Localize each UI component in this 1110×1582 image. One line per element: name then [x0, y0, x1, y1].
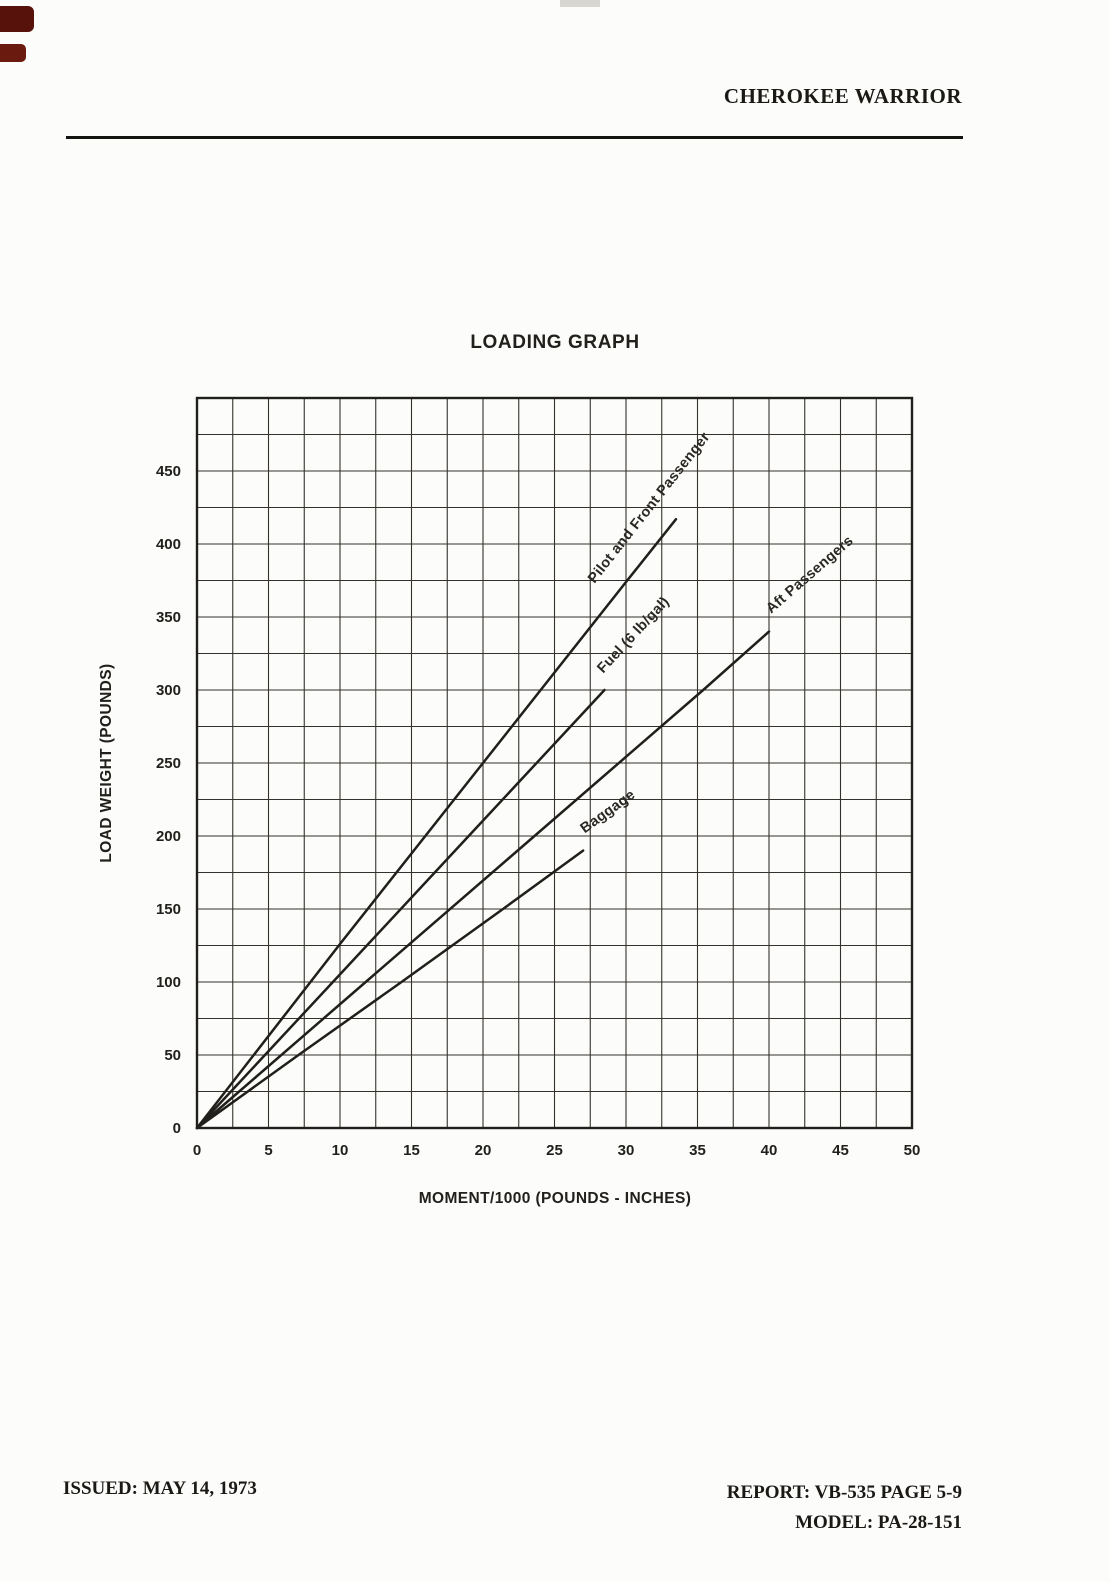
series-line — [195, 630, 771, 1130]
model-number: MODEL: PA-28-151 — [795, 1512, 962, 1533]
series-line — [195, 517, 678, 1130]
y-tick-label: 0 — [173, 1120, 181, 1137]
y-tick-label: 150 — [156, 901, 181, 918]
y-tick-label: 100 — [156, 974, 181, 991]
x-tick-label: 10 — [332, 1142, 349, 1159]
y-tick-label: 400 — [156, 536, 181, 553]
y-tick-label: 350 — [156, 609, 181, 626]
x-tick-label: 5 — [264, 1142, 272, 1159]
series-line — [195, 688, 606, 1130]
header-title: CHEROKEE WARRIOR — [723, 84, 962, 108]
header-rule — [66, 136, 963, 139]
plot-border — [195, 396, 914, 1130]
x-tick-label: 15 — [403, 1142, 420, 1159]
x-axis-label: MOMENT/1000 (POUNDS - INCHES) — [418, 1190, 692, 1207]
series-label: Baggage — [578, 787, 639, 837]
report-number: REPORT: VB-535 PAGE 5-9 — [726, 1482, 962, 1503]
footer-right-block: REPORT: VB-535 PAGE 5-9 MODEL: PA-28-151 — [727, 1478, 962, 1538]
x-tick-label: 0 — [193, 1142, 201, 1159]
y-tick-label: 200 — [156, 828, 181, 845]
x-tick-label: 35 — [689, 1142, 706, 1159]
scan-artifact — [0, 6, 34, 32]
scan-artifact — [560, 0, 600, 7]
x-tick-label: 20 — [475, 1142, 492, 1159]
x-tick-label: 40 — [761, 1142, 778, 1159]
chart-title: LOADING GRAPH — [470, 332, 640, 353]
y-tick-label: 50 — [164, 1047, 181, 1064]
y-tick-label: 300 — [156, 682, 181, 699]
scan-artifact — [0, 44, 26, 62]
issued-date: ISSUED: MAY 14, 1973 — [63, 1478, 257, 1499]
x-tick-label: 45 — [832, 1142, 849, 1159]
x-tick-label: 25 — [546, 1142, 563, 1159]
y-tick-label: 250 — [156, 755, 181, 772]
y-tick-label: 450 — [156, 463, 181, 480]
y-axis-label: LOAD WEIGHT (POUNDS) — [98, 663, 115, 863]
series-line — [195, 849, 585, 1130]
series-label: Aft Passengers — [763, 533, 856, 617]
x-tick-label: 50 — [904, 1142, 921, 1159]
x-tick-label: 30 — [618, 1142, 635, 1159]
